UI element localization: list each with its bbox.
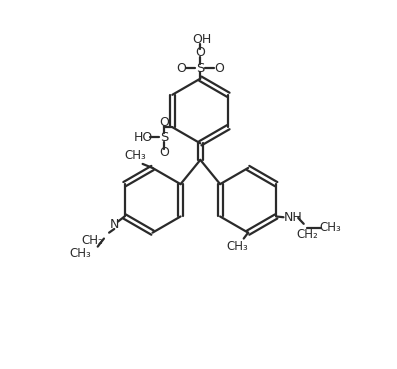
Text: O: O — [159, 146, 169, 159]
Text: O: O — [214, 62, 224, 75]
Text: CH₂: CH₂ — [297, 228, 318, 241]
Text: S: S — [196, 62, 204, 75]
Text: CH₂: CH₂ — [81, 234, 103, 246]
Text: CH₃: CH₃ — [226, 240, 248, 253]
Text: S: S — [160, 131, 168, 144]
Text: HO: HO — [133, 131, 152, 144]
Text: OH: OH — [193, 33, 212, 46]
Text: O: O — [176, 62, 186, 75]
Text: CH₃: CH₃ — [124, 149, 146, 162]
Text: NH: NH — [283, 211, 302, 224]
Text: O: O — [195, 46, 205, 59]
Text: O: O — [159, 115, 169, 128]
Text: CH₃: CH₃ — [319, 221, 341, 234]
Text: N: N — [110, 218, 119, 231]
Text: CH₃: CH₃ — [70, 248, 91, 261]
